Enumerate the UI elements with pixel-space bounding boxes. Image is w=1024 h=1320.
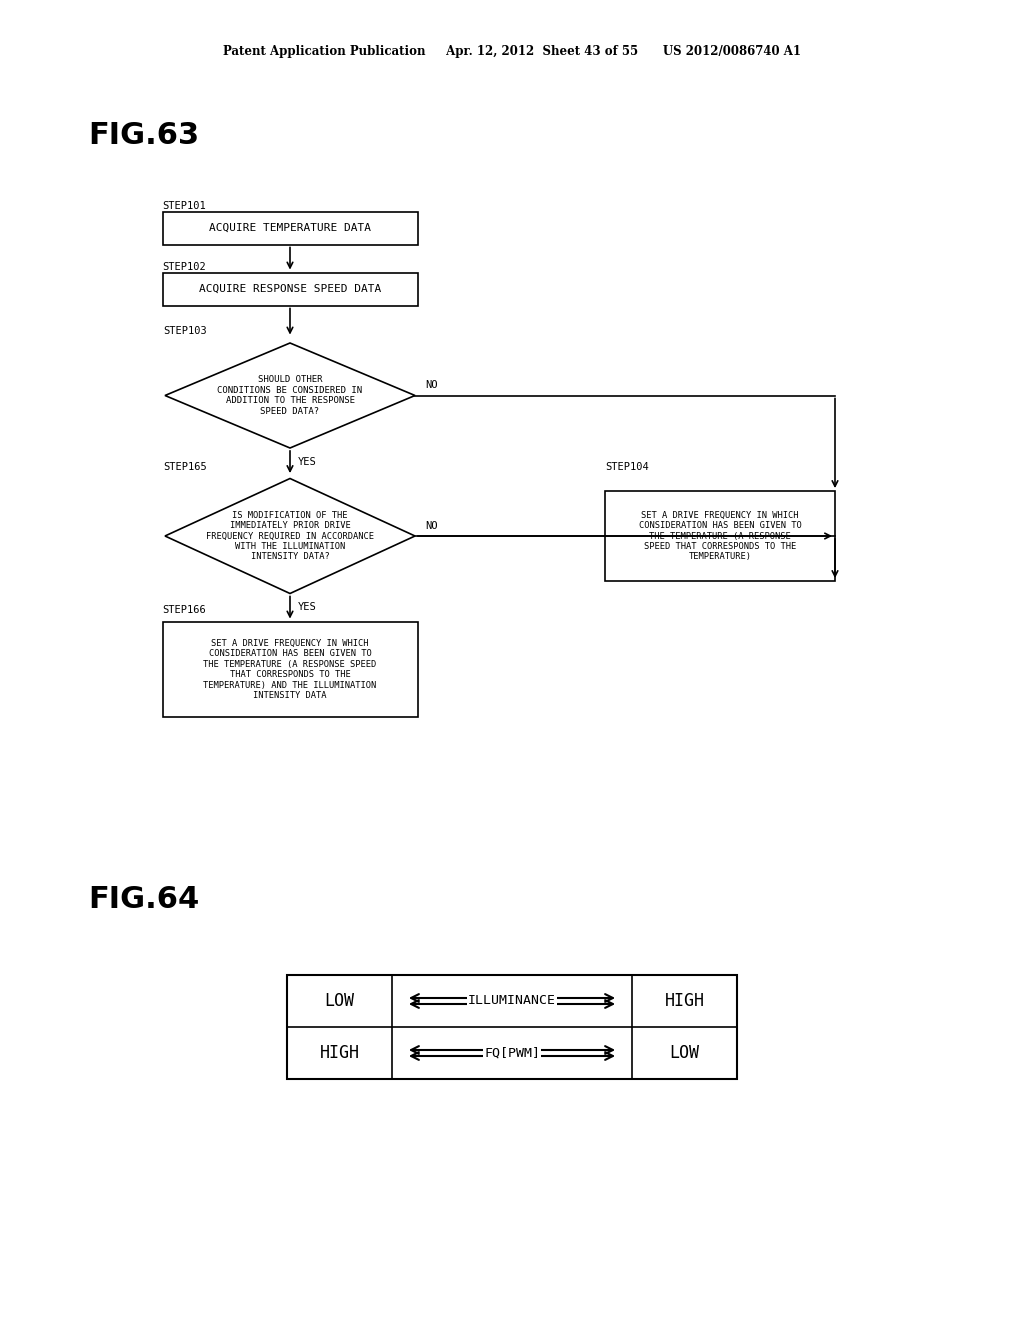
Text: Patent Application Publication     Apr. 12, 2012  Sheet 43 of 55      US 2012/00: Patent Application Publication Apr. 12, … <box>223 45 801 58</box>
Text: STEP101: STEP101 <box>163 201 206 211</box>
Text: FQ[PWM]: FQ[PWM] <box>484 1047 540 1060</box>
Text: HIGH: HIGH <box>319 1044 359 1063</box>
Text: IS MODIFICATION OF THE
IMMEDIATELY PRIOR DRIVE
FREQUENCY REQUIRED IN ACCORDANCE
: IS MODIFICATION OF THE IMMEDIATELY PRIOR… <box>206 511 374 561</box>
Text: LOW: LOW <box>325 993 354 1010</box>
Bar <box>287 975 737 1078</box>
Text: STEP166: STEP166 <box>163 605 206 615</box>
Text: ACQUIRE TEMPERATURE DATA: ACQUIRE TEMPERATURE DATA <box>209 223 371 234</box>
Text: SET A DRIVE FREQUENCY IN WHICH
CONSIDERATION HAS BEEN GIVEN TO
THE TEMPERATURE (: SET A DRIVE FREQUENCY IN WHICH CONSIDERA… <box>639 511 802 561</box>
Text: YES: YES <box>298 602 316 612</box>
Text: SHOULD OTHER
CONDITIONS BE CONSIDERED IN
ADDITION TO THE RESPONSE
SPEED DATA?: SHOULD OTHER CONDITIONS BE CONSIDERED IN… <box>217 375 362 416</box>
Text: STEP165: STEP165 <box>163 462 207 471</box>
Text: HIGH: HIGH <box>665 993 705 1010</box>
Text: STEP102: STEP102 <box>163 261 206 272</box>
Text: LOW: LOW <box>670 1044 699 1063</box>
Polygon shape <box>165 479 415 594</box>
FancyBboxPatch shape <box>163 211 418 244</box>
Text: ILLUMINANCE: ILLUMINANCE <box>468 994 556 1007</box>
Text: ACQUIRE RESPONSE SPEED DATA: ACQUIRE RESPONSE SPEED DATA <box>199 284 381 294</box>
Text: SET A DRIVE FREQUENCY IN WHICH
CONSIDERATION HAS BEEN GIVEN TO
THE TEMPERATURE (: SET A DRIVE FREQUENCY IN WHICH CONSIDERA… <box>204 639 377 700</box>
Text: STEP104: STEP104 <box>605 462 649 473</box>
Polygon shape <box>165 343 415 447</box>
FancyBboxPatch shape <box>163 272 418 305</box>
Text: FIG.64: FIG.64 <box>88 886 200 915</box>
FancyBboxPatch shape <box>605 491 835 581</box>
Text: NO: NO <box>425 380 437 391</box>
Text: YES: YES <box>298 457 316 467</box>
Text: FIG.63: FIG.63 <box>88 120 199 149</box>
FancyBboxPatch shape <box>163 622 418 717</box>
Text: STEP103: STEP103 <box>163 326 207 337</box>
Text: NO: NO <box>425 521 437 531</box>
